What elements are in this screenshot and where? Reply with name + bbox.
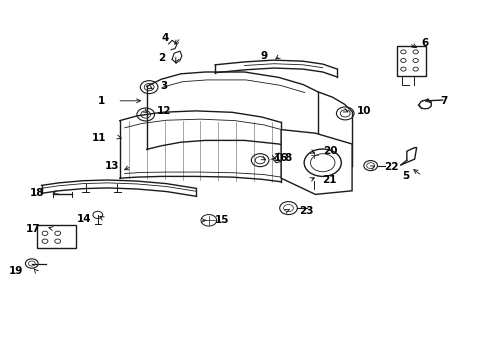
Circle shape	[307, 171, 321, 181]
Text: 19: 19	[9, 266, 23, 276]
Text: 23: 23	[299, 206, 313, 216]
Text: 12: 12	[156, 105, 171, 116]
Polygon shape	[281, 130, 351, 194]
Text: 20: 20	[322, 146, 337, 156]
Text: 8: 8	[284, 153, 291, 163]
Circle shape	[279, 202, 297, 215]
Text: 9: 9	[260, 51, 267, 61]
Text: 18: 18	[29, 188, 44, 198]
Text: 15: 15	[215, 215, 229, 225]
Text: 13: 13	[104, 161, 119, 171]
Text: 4: 4	[161, 33, 168, 43]
Circle shape	[137, 108, 154, 121]
Text: 6: 6	[421, 38, 428, 48]
Text: 5: 5	[402, 171, 409, 181]
Text: 16: 16	[273, 153, 288, 163]
Text: 2: 2	[158, 53, 165, 63]
Circle shape	[251, 154, 268, 167]
Circle shape	[140, 81, 158, 94]
Text: 21: 21	[321, 175, 336, 185]
Bar	[37, 225, 76, 248]
Circle shape	[336, 107, 353, 120]
Circle shape	[363, 161, 377, 171]
Text: 7: 7	[439, 96, 447, 106]
Text: 3: 3	[160, 81, 167, 91]
Text: 17: 17	[26, 224, 41, 234]
Circle shape	[25, 259, 38, 268]
Text: 14: 14	[76, 213, 91, 224]
Text: 11: 11	[92, 132, 106, 143]
Circle shape	[93, 211, 102, 219]
Circle shape	[305, 148, 323, 161]
Bar	[396, 46, 426, 76]
Text: 22: 22	[383, 162, 398, 172]
Text: 1: 1	[98, 96, 105, 106]
Text: 10: 10	[356, 105, 371, 116]
